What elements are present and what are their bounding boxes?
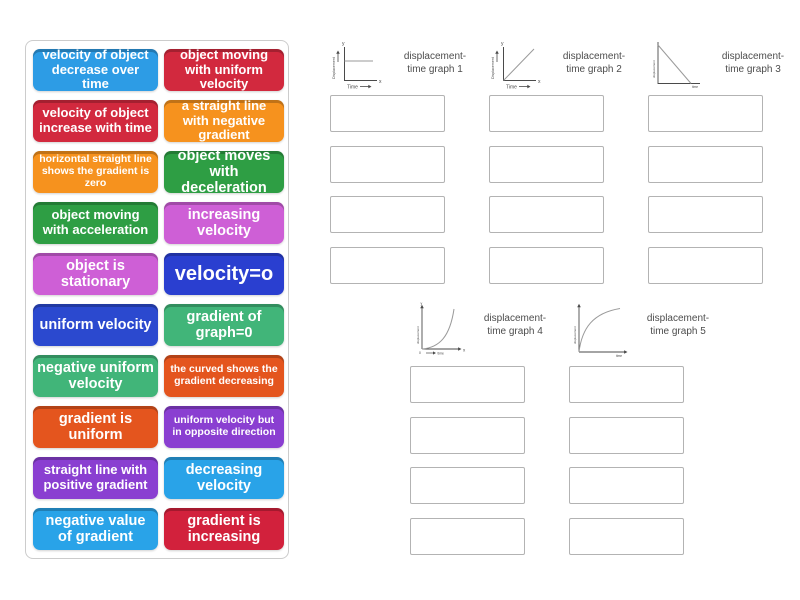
- group-label: displacement-time graph 1: [392, 50, 478, 76]
- group-label-line1: displacement-: [483, 313, 547, 324]
- svg-text:x: x: [463, 348, 466, 353]
- drop-slot[interactable]: [489, 95, 604, 132]
- draggable-tile[interactable]: velocity of object increase with time: [33, 100, 158, 142]
- drop-slot[interactable]: [648, 95, 763, 132]
- group-header: displacement time displacement-time grap…: [648, 38, 800, 90]
- group-label-line2: time graph 4: [487, 326, 543, 337]
- draggable-tile[interactable]: object moving with uniform velocity: [164, 47, 284, 91]
- svg-text:time: time: [616, 354, 622, 358]
- drop-slot[interactable]: [648, 145, 763, 183]
- draggable-tile[interactable]: uniform velocity: [33, 304, 158, 346]
- svg-text:displacement: displacement: [652, 60, 656, 78]
- svg-text:y: y: [421, 302, 423, 306]
- group-label-line1: displacement-: [403, 51, 467, 62]
- draggable-tile[interactable]: velocity=o: [164, 253, 284, 295]
- group-header: y x Displacement Time displacement-time …: [489, 38, 659, 90]
- group-header: y x displacement 0 time displacement-tim…: [410, 300, 580, 358]
- drop-slot[interactable]: [410, 416, 525, 454]
- drop-slot[interactable]: [569, 416, 684, 454]
- displacement-time-graph-thumbnail: y x Displacement Time: [491, 41, 541, 91]
- draggable-tile[interactable]: the curved shows the gradient decreasing: [164, 355, 284, 397]
- displacement-time-graph-thumbnail: displacement time: [652, 42, 700, 89]
- drop-slot[interactable]: [330, 145, 445, 183]
- group-g3: displacement time displacement-time grap…: [648, 38, 800, 297]
- drop-slot[interactable]: [648, 196, 763, 233]
- draggable-tile[interactable]: decreasing velocity: [164, 457, 284, 499]
- draggable-tile[interactable]: negative uniform velocity: [33, 355, 158, 397]
- svg-text:0: 0: [419, 351, 421, 355]
- group-label: displacement-time graph 5: [635, 312, 721, 338]
- group-g5: displacement time displacement-time grap…: [569, 300, 739, 568]
- svg-text:Time: Time: [506, 85, 517, 91]
- svg-text:time: time: [692, 85, 698, 89]
- drop-slot[interactable]: [648, 246, 763, 284]
- draggable-tile[interactable]: gradient is uniform: [33, 406, 158, 448]
- group-g1: y x Displacement Time displacement-time …: [330, 38, 500, 297]
- svg-text:x: x: [538, 79, 541, 85]
- group-label-line1: displacement-: [721, 51, 785, 62]
- group-header: displacement time displacement-time grap…: [569, 300, 739, 358]
- drop-slot[interactable]: [569, 366, 684, 403]
- svg-text:time: time: [438, 352, 445, 356]
- group-label-line2: time graph 3: [725, 64, 781, 75]
- draggable-tile[interactable]: increasing velocity: [164, 202, 284, 244]
- drop-slot[interactable]: [410, 366, 525, 403]
- draggable-tile[interactable]: straight line with positive gradient: [33, 457, 158, 499]
- group-g2: y x Displacement Time displacement-time …: [489, 38, 659, 297]
- group-label: displacement-time graph 3: [710, 50, 796, 76]
- svg-text:Displacement: Displacement: [332, 57, 336, 79]
- drop-slot[interactable]: [489, 145, 604, 183]
- svg-text:Time: Time: [347, 85, 358, 91]
- group-label-line2: time graph 2: [566, 64, 622, 75]
- svg-text:x: x: [379, 79, 382, 85]
- drop-slot[interactable]: [489, 246, 604, 284]
- draggable-tile[interactable]: a straight line with negative gradient: [164, 98, 284, 142]
- displacement-time-graph-thumbnail: y x displacement 0 time: [416, 302, 466, 356]
- group-label: displacement-time graph 4: [472, 312, 558, 338]
- drop-slot[interactable]: [330, 95, 445, 132]
- draggable-tile[interactable]: gradient is increasing: [164, 508, 284, 550]
- group-header: y x Displacement Time displacement-time …: [330, 38, 500, 90]
- draggable-tile[interactable]: gradient of graph=0: [164, 304, 284, 346]
- drop-slot[interactable]: [569, 467, 684, 504]
- drop-slot[interactable]: [489, 196, 604, 233]
- displacement-time-graph-thumbnail: displacement time: [573, 303, 628, 358]
- drop-slot[interactable]: [330, 196, 445, 233]
- drop-slot[interactable]: [569, 517, 684, 555]
- svg-text:displacement: displacement: [573, 326, 577, 344]
- draggable-tile[interactable]: object moving with acceleration: [33, 202, 158, 244]
- drop-slot[interactable]: [330, 246, 445, 284]
- draggable-tile[interactable]: uniform velocity but in opposite directi…: [164, 406, 284, 448]
- group-g4: y x displacement 0 time displacement-tim…: [410, 300, 580, 568]
- svg-text:Displacement: Displacement: [491, 57, 495, 79]
- group-label-line2: time graph 1: [407, 64, 463, 75]
- tile-panel: velocity of object decrease over time obj…: [25, 40, 289, 559]
- draggable-tile[interactable]: object is stationary: [33, 253, 158, 295]
- displacement-time-graph-thumbnail: y x Displacement Time: [332, 41, 382, 91]
- group-label-line1: displacement-: [646, 313, 710, 324]
- group-label-line2: time graph 5: [650, 326, 706, 337]
- draggable-tile[interactable]: negative value of gradient: [33, 508, 158, 550]
- svg-text:displacement: displacement: [416, 326, 420, 344]
- draggable-tile[interactable]: object moves with deceleration: [164, 148, 284, 196]
- drop-slot[interactable]: [410, 517, 525, 555]
- draggable-tile[interactable]: horizontal straight line shows the gradi…: [33, 151, 158, 193]
- group-label-line1: displacement-: [562, 51, 626, 62]
- draggable-tile[interactable]: velocity of object decrease over time: [33, 47, 158, 91]
- drop-slot[interactable]: [410, 467, 525, 504]
- group-label: displacement-time graph 2: [551, 50, 637, 76]
- svg-text:y: y: [501, 41, 504, 47]
- svg-text:y: y: [342, 41, 345, 47]
